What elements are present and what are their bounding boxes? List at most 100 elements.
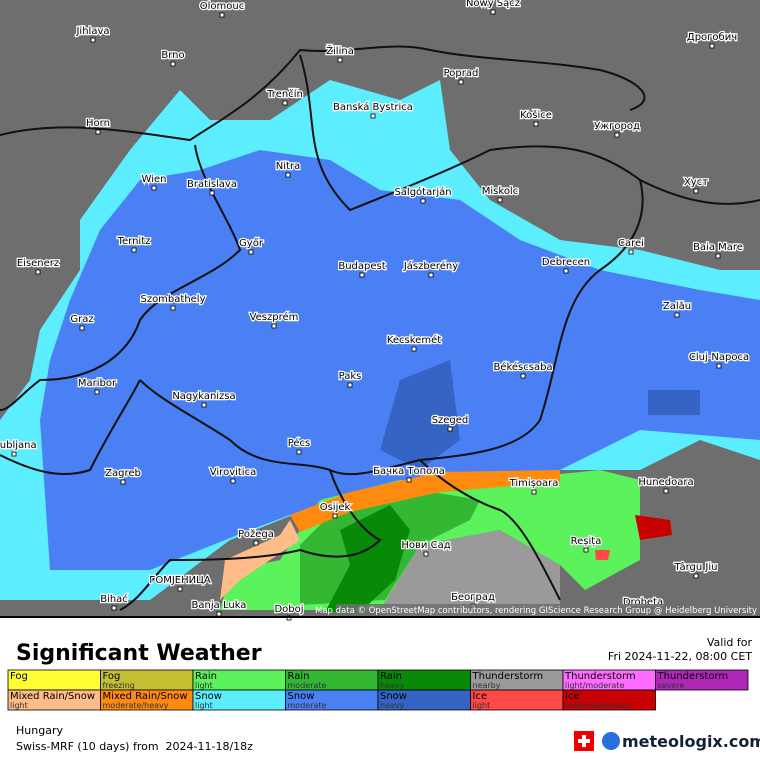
city-dot: [201, 402, 207, 408]
city-dot: [35, 269, 41, 275]
city-label: Carei: [618, 238, 644, 249]
legend-sublabel: light/moderate: [565, 681, 624, 690]
city-label: Žilina: [326, 44, 354, 57]
city-dot: [693, 188, 699, 194]
city-label: Cluj-Napoca: [689, 352, 749, 363]
legend-sublabel: light: [10, 701, 28, 710]
city-dot: [406, 477, 412, 483]
city-dot: [614, 132, 620, 138]
city-label: Paks: [339, 371, 362, 382]
city-dot: [533, 121, 539, 127]
city-label: Debrecen: [542, 257, 590, 268]
city-dot: [447, 426, 453, 432]
city-dot: [79, 325, 85, 331]
brand[interactable]: meteologix.com: [622, 732, 760, 751]
city-dot: [216, 611, 222, 617]
city-label: Osijek: [320, 502, 351, 513]
city-label: Poprad: [444, 68, 479, 79]
legend-sublabel: light: [195, 681, 213, 690]
attribution: Map data © OpenStreetMap contributors, r…: [315, 606, 757, 616]
city-label: Miskolc: [482, 186, 518, 197]
city-label: Požega: [238, 528, 274, 540]
legend-sublabel: moderate: [288, 681, 327, 690]
city-label: Ternitz: [117, 236, 151, 247]
legend-label: Fog: [10, 671, 28, 682]
city-dot: [111, 605, 117, 611]
city-dot: [219, 12, 225, 18]
city-dot: [332, 513, 338, 519]
legend-label: Ice: [473, 691, 488, 702]
city-label: Târgu Jiu: [674, 561, 718, 573]
attribution-box: [336, 604, 760, 617]
footer-title: Significant Weather: [16, 641, 262, 666]
city-label: Eisenerz: [17, 258, 59, 269]
city-label: Ужгород: [594, 121, 640, 132]
city-dot: [90, 37, 96, 43]
city-label: Bratislava: [187, 179, 237, 190]
city-dot: [490, 9, 496, 15]
weather-fields: [0, 80, 760, 617]
valid-label: Valid for: [707, 636, 753, 649]
borders: [0, 45, 760, 611]
city-label: Дрогобич: [687, 32, 737, 43]
legend-label: Thunderstorm: [564, 671, 636, 682]
city-dot: [715, 253, 721, 259]
city-dot: [170, 61, 176, 67]
city-dot: [337, 57, 343, 63]
city-dot: [11, 451, 17, 457]
city-dot: [531, 489, 537, 495]
legend-label: Mixed Rain/Snow: [10, 691, 95, 702]
city-dot: [120, 479, 126, 485]
city-label: Veszprém: [250, 311, 299, 323]
city-label: Győr: [239, 237, 264, 249]
legend-sublabel: light: [473, 701, 491, 710]
city-dot: [628, 249, 634, 255]
city-dot: [151, 185, 157, 191]
city-label: Olomouc: [200, 1, 244, 12]
city-dot: [583, 547, 589, 553]
legend-sublabel: freezing: [103, 681, 135, 690]
city-dot: [170, 305, 176, 311]
city-label: Doboj: [274, 604, 303, 615]
city-dot: [458, 79, 464, 85]
city-label: Jihlava: [75, 26, 109, 37]
legend-sublabel: moderate: [288, 701, 327, 710]
region: Hungary: [16, 724, 63, 737]
city-dot: [423, 551, 429, 557]
model-run: Swiss-MRF (10 days) from 2024-11-18/18z: [16, 740, 253, 753]
city-label: Zagreb: [105, 468, 141, 479]
city-dot: [253, 540, 259, 546]
city-dot: [282, 100, 288, 106]
legend-sublabel: moderate/heavy: [103, 701, 169, 710]
city-dot: [359, 272, 365, 278]
city-dot: [95, 129, 101, 135]
city-label: Kecskemét: [387, 334, 441, 346]
legend-sublabel: light: [195, 701, 213, 710]
city-dot: [428, 272, 434, 278]
city-label: Salgótarján: [394, 186, 451, 198]
legend-swatch: [655, 669, 749, 691]
city-label: ГОМЈЕНИЦА: [149, 575, 211, 586]
legend-label: Rain: [195, 671, 217, 682]
city-dot: [420, 198, 426, 204]
city-label: Бачка Топола: [373, 466, 445, 477]
city-dot: [716, 363, 722, 369]
city-label: Maribor: [78, 378, 117, 389]
city-label: Banja Luka: [192, 600, 247, 611]
city-dot: [209, 190, 215, 196]
city-dot: [131, 247, 137, 253]
city-label: Horn: [86, 118, 110, 129]
city-dot: [693, 573, 699, 579]
city-dot: [94, 389, 100, 395]
legend-label: Snow: [195, 691, 222, 702]
legend-label: Thunderstorm: [472, 671, 544, 682]
city-label: Hunedoara: [638, 477, 693, 488]
legend-sublabel: nearby: [473, 681, 501, 690]
valid-time: Fri 2024-11-22, 08:00 CET: [608, 650, 752, 663]
legend: Fog FogfreezingRainlightRainmoderateRainh…: [7, 669, 749, 711]
legend-sublabel: heavy: [380, 701, 405, 710]
city-label: Jászberény: [403, 260, 458, 272]
city-dot: [177, 586, 183, 592]
city-label: Nitra: [276, 161, 300, 172]
